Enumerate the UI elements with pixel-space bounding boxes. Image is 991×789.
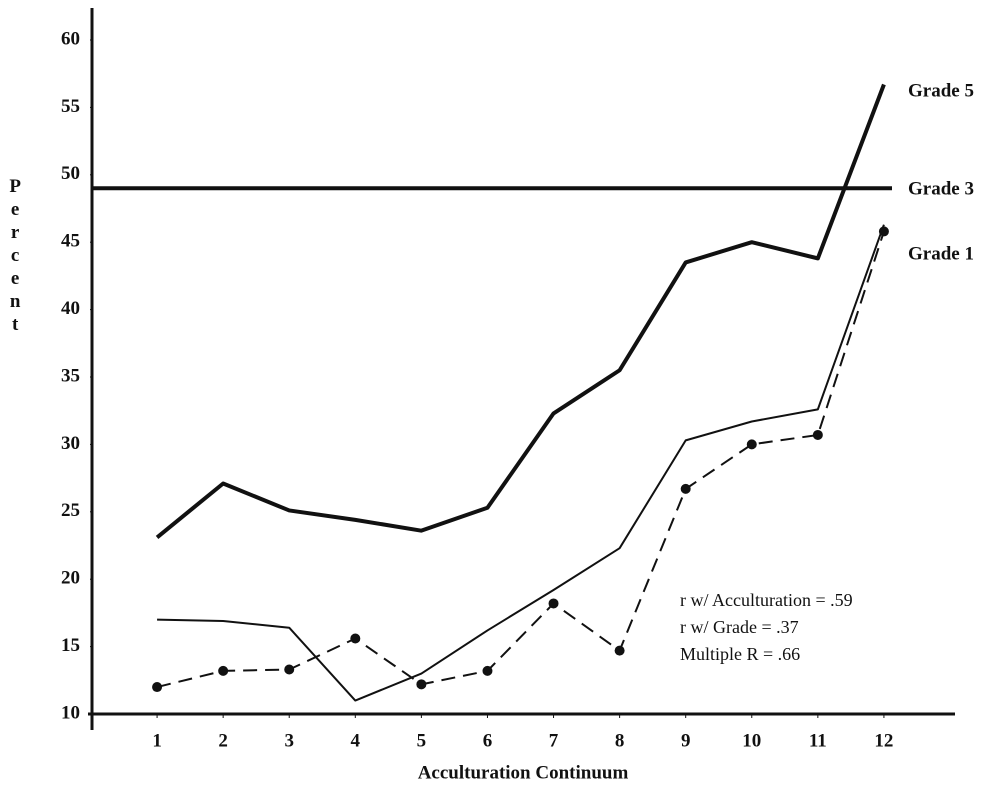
x-tick-label: 10: [742, 730, 761, 751]
y-tick-label: 35: [61, 365, 80, 386]
point: [812, 429, 823, 440]
y-tick-label: 25: [61, 500, 80, 521]
x-tick-label: 11: [809, 730, 827, 751]
point: [284, 664, 295, 675]
x-tick-label: 8: [615, 730, 625, 751]
y-tick-label: 10: [61, 702, 80, 723]
series-label: Grade 5: [908, 80, 974, 101]
point: [350, 633, 361, 644]
point: [746, 439, 757, 450]
x-tick-label: 1: [152, 730, 162, 751]
point: [614, 645, 625, 656]
point: [152, 682, 163, 693]
x-tick-label: 2: [218, 730, 228, 751]
y-tick-label: 45: [61, 231, 80, 252]
series-label: Grade 1: [908, 243, 974, 264]
point: [482, 665, 493, 676]
point: [548, 598, 559, 609]
series-line: [156, 231, 885, 689]
x-tick-label: 9: [681, 730, 691, 751]
series-line: [157, 224, 885, 702]
y-tick-label: 40: [61, 298, 80, 319]
point: [218, 665, 229, 676]
x-tick-label: 6: [483, 730, 493, 751]
x-tick-label: 12: [874, 730, 893, 751]
x-axis-label: Acculturation Continuum: [418, 762, 629, 783]
series-line: [155, 83, 886, 539]
y-tick-label: 55: [61, 96, 80, 117]
series-label: Grade 3: [908, 178, 974, 199]
x-tick-label: 5: [417, 730, 427, 751]
annotation: r w/ Grade = .37: [680, 617, 799, 637]
y-tick-label: 60: [61, 28, 80, 49]
x-tick-label: 4: [351, 730, 361, 751]
y-tick-label: 15: [61, 635, 80, 656]
x-tick-label: 7: [549, 730, 559, 751]
point: [680, 483, 691, 494]
point: [878, 226, 889, 237]
y-tick-label: 30: [61, 433, 80, 454]
annotation: Multiple R = .66: [680, 644, 800, 664]
x-tick-label: 3: [284, 730, 294, 751]
y-tick-label: 50: [61, 163, 80, 184]
y-tick-label: 20: [61, 568, 80, 589]
annotation: r w/ Acculturation = .59: [680, 590, 853, 610]
y-axis-label: Percent: [5, 176, 26, 337]
point: [416, 679, 427, 690]
